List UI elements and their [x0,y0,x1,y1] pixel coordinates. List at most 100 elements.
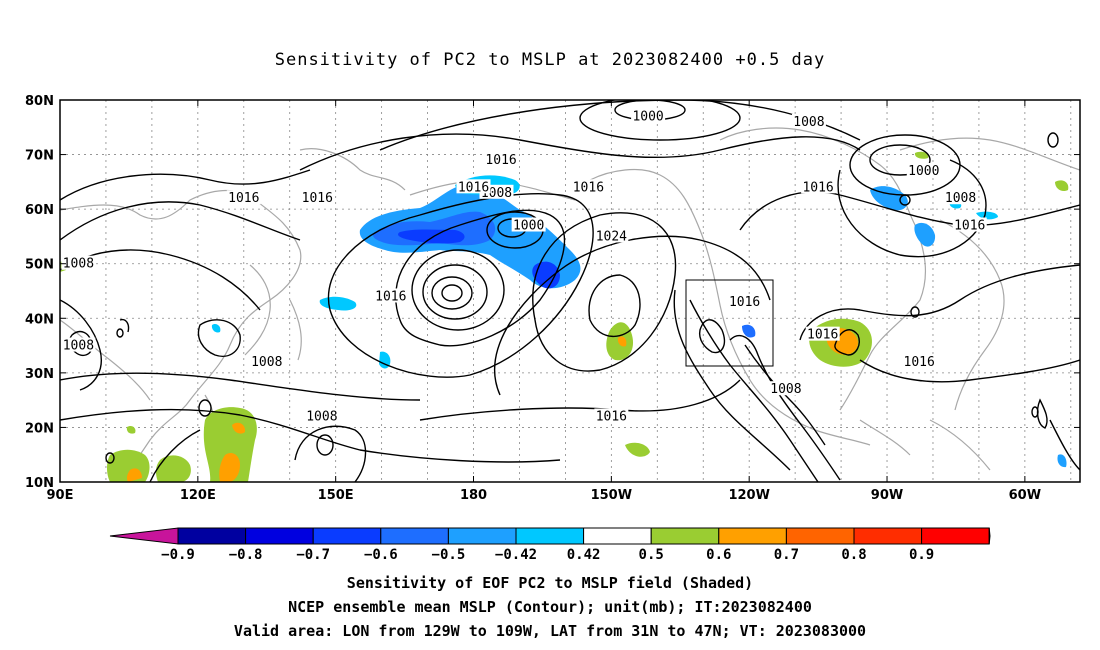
lon-label: 60W [1009,488,1041,503]
colorbar: −0.9 −0.8 −0.7 −0.6 −0.5 −0.42 0.42 0.5 0.6 0.7 0.… [109,527,991,563]
lat-label: 70N [25,149,54,164]
colorbar-label: −0.6 [364,547,398,563]
sensitivity-shading [60,151,1069,482]
contour-label-bg [484,152,519,167]
contour-label-bg [906,162,941,177]
colorbar-label: −0.9 [161,547,195,563]
contour-label: 1016 [904,355,935,370]
contour-label: 1008 [793,115,824,130]
caption-line-3: Valid area: LON from 129W to 109W, LAT f… [233,622,867,640]
colorbar-label: −0.42 [495,547,537,563]
colorbar-label: 0.8 [841,547,866,563]
colorbar-swatch [853,527,923,545]
colorbar-swatch [515,527,585,545]
contour-label-bg [943,190,978,205]
colorbar-swatch [583,527,652,545]
contour-label: 1008 [945,191,976,206]
lon-label: 120W [728,488,769,503]
lat-label: 30N [25,367,54,382]
lat-label: 10N [25,476,54,491]
contour-label-bg [952,217,987,232]
contour-label: 1016 [573,180,604,195]
colorbar-swatch [921,527,990,545]
colorbar-label: 0.6 [706,547,731,563]
contour-label-bg [456,179,491,194]
contour-label-bg [768,381,803,396]
contour-label-bg [226,190,261,205]
contour-label-bg [902,353,937,368]
contour-label: 1000 [908,164,939,179]
contour-label-bg [594,228,629,243]
contour-label-bg [727,293,762,308]
contour-label-bg [594,408,629,423]
colorbar-label: 0.7 [774,547,799,563]
lat-label: 20N [25,421,54,436]
contour-label: 1008 [306,410,337,425]
contour-label: 1016 [485,153,516,168]
contour-label: 1016 [228,191,259,206]
contour-label: 1016 [729,295,760,310]
contour-label-bg [249,353,284,368]
colorbar-label: 0.9 [909,547,934,563]
lon-label: 120E [180,488,216,503]
caption-line-1: Sensitivity of EOF PC2 to MSLP field (Sh… [346,574,754,592]
colorbar-swatch [785,527,855,545]
map-frame [59,99,1081,483]
colorbar-swatch [650,527,720,545]
contour-label-bg [61,255,96,270]
colorbar-label: −0.7 [296,547,330,563]
contour-label-bg [300,190,335,205]
lon-label: 150E [318,488,354,503]
contour-label-bg [61,337,96,352]
colorbar-label: 0.42 [567,547,601,563]
colorbar-swatch [380,527,449,545]
contour-label: 1016 [802,180,833,195]
lon-label: 90W [871,488,903,503]
valid-area-box [685,279,774,367]
contour-label: 1008 [770,382,801,397]
colorbar-swatch [245,527,314,545]
lat-label: 40N [25,312,54,327]
colorbar-swatch [447,527,517,545]
lon-label: 150W [591,488,632,503]
colorbar-label: 0.5 [639,547,664,563]
contour-label: 1008 [251,355,282,370]
contour-labels: 1000 1000 1000 1008 1008 1008 1008 1008 1008 1008… [61,108,987,425]
lat-label: 50N [25,258,54,273]
colorbar-label: −0.5 [432,547,466,563]
contour-label: 1016 [954,219,985,234]
contour-label: 1016 [807,328,838,343]
colorbar-label: −0.8 [229,547,263,563]
colorbar-swatch [312,527,382,545]
contour-label: 1008 [63,339,94,354]
contour-label-bg [801,179,836,194]
contour-label: 1016 [302,191,333,206]
contour-label: 1016 [458,180,489,195]
contour-label: 1008 [63,257,94,272]
contour-label-bg [791,113,826,128]
contour-label: 1000 [632,109,663,124]
contour-label-bg [805,326,840,341]
map-title: Sensitivity of PC2 to MSLP at 2023082400… [274,50,826,70]
colorbar-swatch [177,527,247,545]
lon-label: 90E [47,488,74,503]
contour-label-bg [631,108,666,123]
contour-label: 1024 [596,229,627,244]
contour-label-bg [373,288,408,303]
contour-label: 1016 [596,410,627,425]
colorbar-low-triangle [109,527,179,545]
lat-label: 80N [25,94,54,109]
contour-label-bg [571,179,606,194]
lon-label: 180 [460,488,487,503]
gridlines [60,100,1080,482]
contour-label-bg [511,217,546,232]
colorbar-high-triangle [988,527,991,545]
contour-label: 1000 [513,219,544,234]
colorbar-swatch [718,527,787,545]
contour-label: 1016 [375,289,406,304]
contour-label-bg [304,408,339,423]
caption-line-2: NCEP ensemble mean MSLP (Contour); unit(… [288,598,812,616]
lat-label: 60N [25,203,54,218]
